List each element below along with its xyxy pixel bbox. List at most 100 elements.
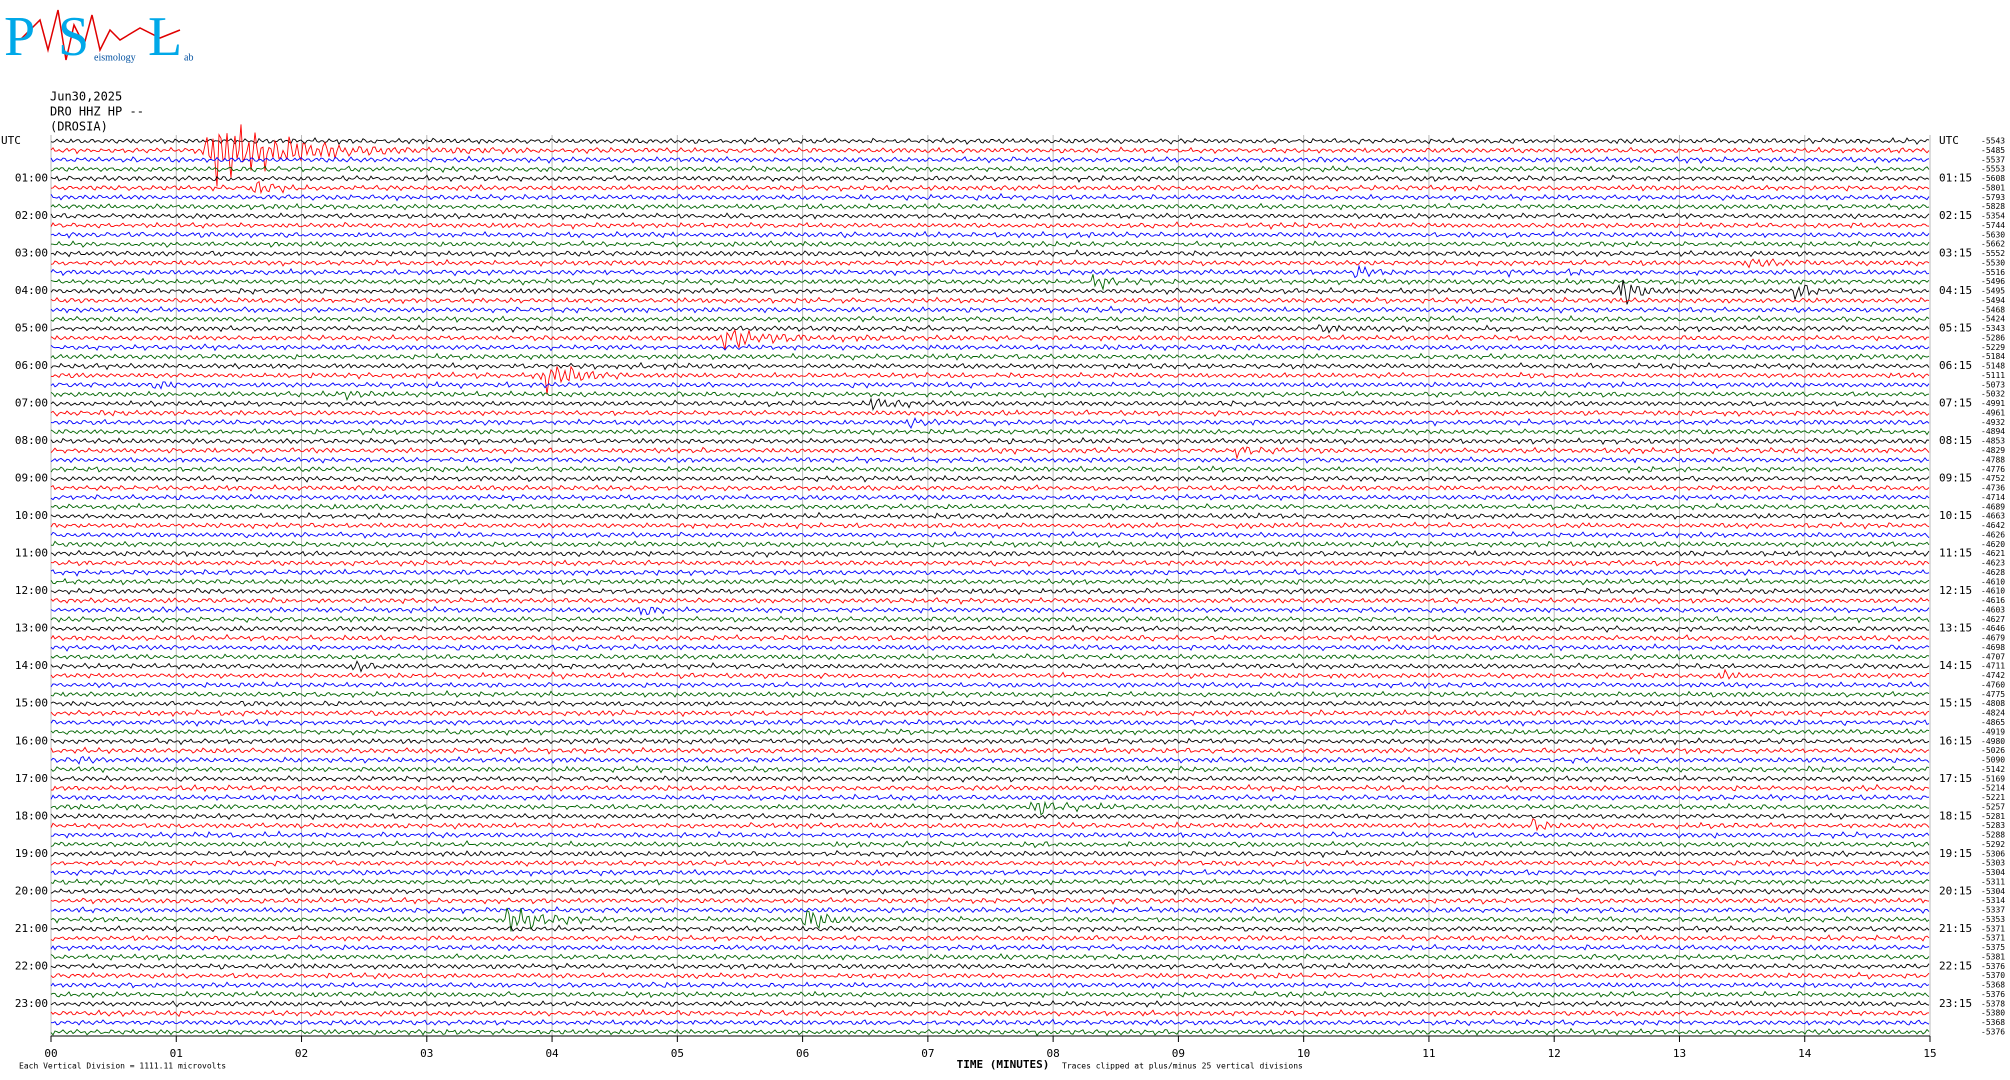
trace-offset: -4628 <box>1981 568 2005 577</box>
trace-offset: -5378 <box>1981 999 2005 1008</box>
time-label-left: 10:00 <box>15 509 48 522</box>
trace-offset: -5371 <box>1981 924 2005 933</box>
trace <box>50 249 1930 258</box>
trace-offset: -5311 <box>1981 877 2005 886</box>
channel: DRO HHZ HP -- <box>50 105 144 119</box>
logo-letter: L <box>148 6 182 68</box>
trace <box>51 830 1930 840</box>
trace <box>50 221 1930 230</box>
trace-offset: -5485 <box>1981 146 2005 155</box>
trace-offset: -5370 <box>1981 971 2005 980</box>
trace <box>50 427 1930 436</box>
trace <box>50 596 1930 605</box>
trace-offset: -5375 <box>1981 943 2005 952</box>
trace-offset: -5142 <box>1981 765 2005 774</box>
trace <box>50 559 1930 567</box>
time-label-left: 22:00 <box>15 959 48 972</box>
trace <box>50 521 1930 530</box>
trace-offset: -4808 <box>1981 699 2005 708</box>
trace <box>50 474 1930 483</box>
trace <box>50 755 1930 765</box>
trace-offset: -5371 <box>1981 934 2005 943</box>
trace-offset: -5169 <box>1981 774 2005 783</box>
time-label-left: 17:00 <box>15 772 48 785</box>
trace-offset: -5662 <box>1981 240 2005 249</box>
trace-offset: -5468 <box>1981 305 2005 314</box>
trace-offset: -4788 <box>1981 455 2005 464</box>
trace-offset: -4707 <box>1981 652 2005 661</box>
trace <box>50 315 1930 324</box>
trace-offset: -5368 <box>1981 981 2005 990</box>
trace-offset: -4714 <box>1981 493 2005 502</box>
time-label-right: 16:15 <box>1939 734 1972 747</box>
trace <box>50 343 1930 352</box>
trace <box>50 180 1930 195</box>
time-label-right: 21:15 <box>1939 922 1972 935</box>
trace <box>50 202 1930 211</box>
trace-offset: -5376 <box>1981 990 2005 999</box>
x-tick-label: 03 <box>420 1047 433 1060</box>
trace <box>50 258 1930 269</box>
trace <box>50 540 1930 549</box>
trace-offset: -5630 <box>1981 230 2005 239</box>
time-label-right: 23:15 <box>1939 997 1972 1010</box>
trace <box>50 361 1930 371</box>
trace-offset: -4776 <box>1981 465 2005 474</box>
time-label-right: 06:15 <box>1939 359 1972 372</box>
trace-offset: -5281 <box>1981 812 2005 821</box>
trace-offset: -5314 <box>1981 896 2005 905</box>
trace-offset: -5304 <box>1981 868 2005 877</box>
trace <box>50 328 1929 351</box>
time-label-left: 21:00 <box>15 922 48 935</box>
trace <box>50 633 1930 642</box>
trace-offset: -4610 <box>1981 577 2005 586</box>
time-label-right: 07:15 <box>1939 397 1972 410</box>
trace <box>50 446 1930 460</box>
trace <box>50 990 1930 999</box>
trace <box>50 800 1930 816</box>
trace-offset: -5306 <box>1981 849 2005 858</box>
time-label-right: 09:15 <box>1939 472 1972 485</box>
trace <box>50 708 1930 718</box>
time-label-left: 09:00 <box>15 472 48 485</box>
trace-offset: -5828 <box>1981 202 2005 211</box>
time-label-right: 01:15 <box>1939 172 1972 185</box>
time-label-right: 05:15 <box>1939 322 1972 335</box>
trace <box>50 409 1930 417</box>
x-axis-title: TIME (MINUTES) <box>957 1058 1050 1071</box>
time-label-left: 01:00 <box>15 172 48 185</box>
trace-offset: -4824 <box>1981 709 2005 718</box>
trace <box>50 456 1930 464</box>
trace-offset: -4610 <box>1981 587 2005 596</box>
time-label-right: UTC <box>1939 134 1959 147</box>
trace-offset: -5343 <box>1981 324 2005 333</box>
time-label-left: UTC <box>1 134 21 147</box>
trace-offset: -5376 <box>1981 1028 2005 1037</box>
time-label-right: 19:15 <box>1939 847 1972 860</box>
x-tick-label: 00 <box>44 1047 57 1060</box>
trace-offset: -5380 <box>1981 1009 2005 1018</box>
trace-offset: -5283 <box>1981 821 2005 830</box>
trace <box>50 124 1930 187</box>
trace <box>50 1027 1930 1037</box>
trace <box>50 953 1930 961</box>
time-label-right: 15:15 <box>1939 697 1972 710</box>
trace <box>50 943 1930 952</box>
trace-offset: -4679 <box>1981 634 2005 643</box>
trace <box>50 1008 1930 1018</box>
trace-offset: -5337 <box>1981 906 2005 915</box>
trace <box>50 577 1930 586</box>
time-label-right: 03:15 <box>1939 247 1972 260</box>
trace <box>50 887 1930 896</box>
time-label-left: 07:00 <box>15 397 48 410</box>
trace-offset: -4736 <box>1981 484 2005 493</box>
time-label-left: 04:00 <box>15 284 48 297</box>
trace-offset: -4865 <box>1981 718 2005 727</box>
time-label-left: 03:00 <box>15 247 48 260</box>
trace-offset: -4616 <box>1981 596 2005 605</box>
trace-offset: -5214 <box>1981 784 2005 793</box>
trace-offset: -5032 <box>1981 390 2005 399</box>
trace <box>50 568 1930 577</box>
logo: P S eismology L ab <box>4 6 193 68</box>
trace <box>50 352 1930 361</box>
